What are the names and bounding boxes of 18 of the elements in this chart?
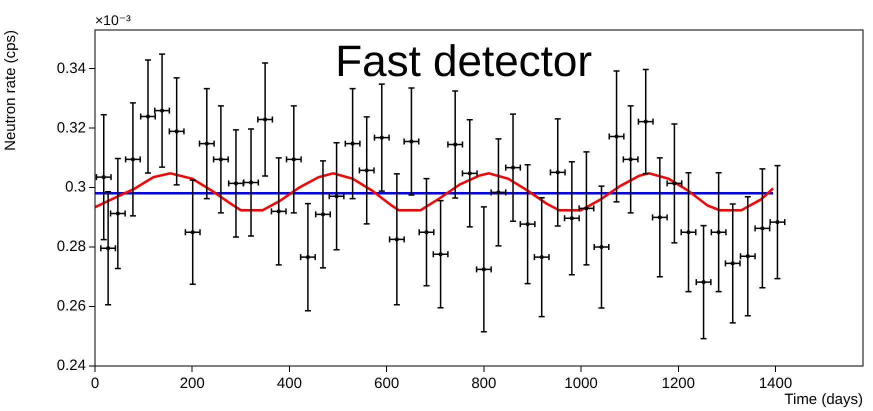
x-tick-label: 800 [471, 375, 496, 392]
y-tick-label: 0.3 [65, 178, 86, 196]
x-tick-label: 1400 [758, 375, 792, 392]
y-tick-label: 0.34 [56, 60, 86, 77]
x-tick-label: 0 [90, 375, 100, 392]
x-tick-label: 1000 [564, 375, 598, 392]
chart-title: Fast detector [335, 37, 592, 86]
text: ×10⁻³ [95, 12, 132, 28]
x-axis-title: Time (days) [784, 391, 863, 408]
y-tick-label: 0.28 [56, 238, 86, 256]
x-tick-label: 600 [374, 375, 400, 392]
x-tick-label: 1200 [662, 375, 695, 392]
y-tick-label: 0.26 [56, 298, 86, 315]
y-tick-label: 0.32 [56, 119, 86, 136]
y-tick-label: 0.24 [56, 357, 86, 374]
x-tick-label: 200 [180, 375, 205, 392]
y-axis-title: Neutron rate (cps) [2, 30, 20, 151]
x-tick-label: 400 [276, 375, 302, 392]
